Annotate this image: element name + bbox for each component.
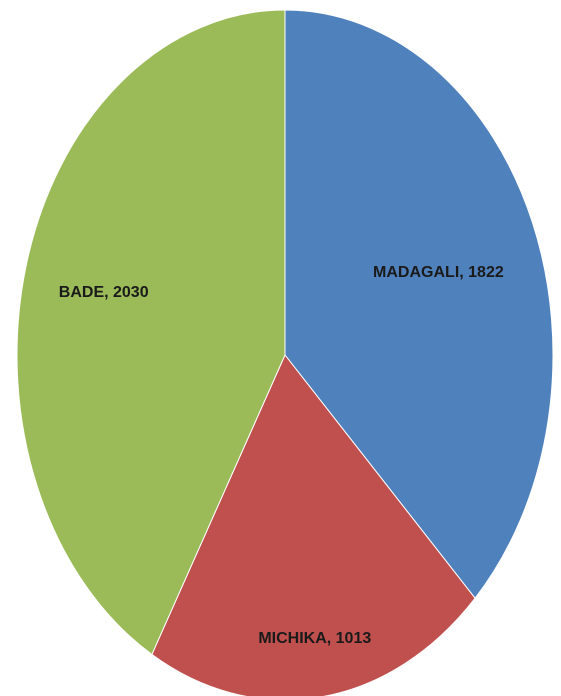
pie-slice-madagali	[284, 9, 554, 600]
data-label-michika: MICHIKA, 1013	[258, 630, 371, 647]
data-label-madagali: MADAGALI, 1822	[373, 264, 504, 281]
pie-slice-bade	[16, 9, 286, 656]
data-label-bade: BADE, 2030	[59, 284, 149, 301]
pie-data-labels: MADAGALI, 1822 MICHIKA, 1013 BADE, 2030	[59, 264, 504, 647]
pie-slices	[16, 9, 554, 696]
pie-slice-michika	[151, 354, 476, 696]
